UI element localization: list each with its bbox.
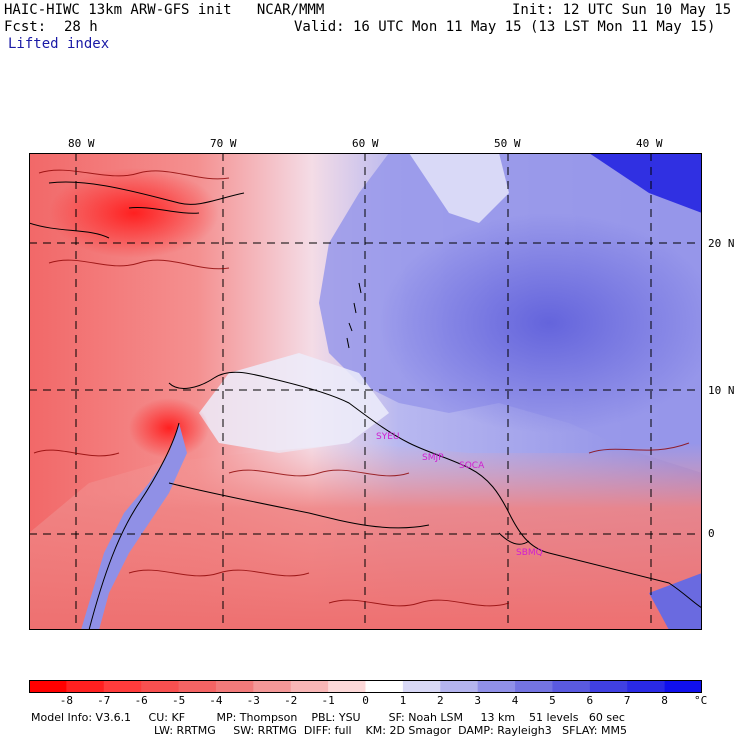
li-contours	[33, 169, 690, 607]
lat-label-20n: 20 N	[708, 237, 735, 250]
lat-label-0: 0	[708, 527, 715, 540]
colorbar-swatch	[477, 680, 516, 693]
colorbar-tick-label: -4	[209, 694, 223, 707]
lon-label-80w: 80 W	[68, 137, 95, 150]
colorbar-swatch	[103, 680, 142, 693]
station-label-soca: SOCA	[459, 461, 485, 471]
colorbar-tick-label: 5	[549, 694, 556, 707]
colorbar-unit: °C	[694, 694, 708, 707]
colorbar-tick-label: -1	[321, 694, 335, 707]
colorbar-swatch	[29, 680, 67, 693]
valid-time: Valid: 16 UTC Mon 11 May 15 (13 LST Mon …	[294, 19, 716, 35]
strong-positive-ne	[589, 153, 702, 213]
coastlines	[29, 181, 702, 630]
lon-label-60w: 60 W	[352, 137, 379, 150]
colorbar-tick-label: -2	[284, 694, 298, 707]
colorbar-swatch	[215, 680, 254, 693]
colorbar-swatch	[141, 680, 180, 693]
model-info-line2: LW: RRTMG SW: RRTMG DIFF: full KM: 2D Sm…	[154, 724, 627, 737]
colorbar-frame	[29, 680, 702, 693]
colorbar-swatch	[440, 680, 479, 693]
colorbar-swatch	[66, 680, 105, 693]
colorbar-tick-label: -7	[97, 694, 111, 707]
colorbar-tick-label: 2	[436, 694, 444, 707]
colorbar-swatch	[589, 680, 628, 693]
strong-negative-core	[49, 168, 219, 258]
negative-core-panama	[129, 398, 209, 458]
colorbar-swatch	[402, 680, 441, 693]
lat-label-10n: 10 N	[708, 384, 735, 397]
station-label-smjp: SMJP	[422, 453, 444, 463]
init-time: Init: 12 UTC Sun 10 May 15	[512, 2, 732, 18]
station-label-syeu: SYEU	[376, 432, 399, 442]
graticule	[29, 153, 702, 630]
neutral-band	[199, 353, 389, 453]
colorbar-tick-label: -8	[59, 694, 74, 707]
colorbar-tick-label: 7	[623, 694, 631, 707]
forecast-label: Fcst:	[4, 19, 47, 35]
andes-positive-strip	[81, 423, 187, 630]
strong-positive-core	[379, 213, 702, 433]
colorbar-tick-label: 1	[399, 694, 407, 707]
colorbar-tick-label: -5	[171, 694, 186, 707]
station-label-sbmq: SBMQ	[516, 548, 543, 558]
colorbar-tick-label: 3	[474, 694, 481, 707]
colorbar-swatch	[328, 680, 366, 693]
title: HAIC-HIWC 13km ARW-GFS init NCAR/MMM	[4, 2, 325, 18]
colorbar-swatch	[290, 680, 329, 693]
colorbar-tick-label: -6	[134, 694, 148, 707]
colorbar-tick-label: 4	[511, 694, 519, 707]
colorbar-tick-label: 8	[661, 694, 668, 707]
forecast-hour: 28 h	[64, 19, 98, 35]
colorbar-swatch	[365, 680, 404, 693]
model-info-line1: Model Info: V3.6.1 CU: KF MP: Thompson P…	[31, 711, 625, 724]
colorbar-swatch	[253, 680, 292, 693]
colorbar-swatch	[515, 680, 553, 693]
se-positive-corner	[649, 573, 702, 630]
light-band-north	[409, 153, 509, 223]
lifted-index-map: SYEU SMJP SOCA SBMQ	[29, 153, 702, 630]
colorbar-tick-label: 0	[362, 694, 369, 707]
colorbar	[29, 680, 702, 693]
colorbar-tick-label: 6	[586, 694, 594, 707]
colorbar-swatch	[664, 680, 702, 693]
colorbar-swatch	[627, 680, 666, 693]
colorbar-swatch	[552, 680, 591, 693]
colorbar-tick-label: -3	[246, 694, 260, 707]
colorbar-swatch	[178, 680, 217, 693]
lon-label-40w: 40 W	[636, 137, 663, 150]
field-name: Lifted index	[8, 36, 110, 52]
lon-label-50w: 50 W	[494, 137, 521, 150]
lon-label-70w: 70 W	[210, 137, 237, 150]
